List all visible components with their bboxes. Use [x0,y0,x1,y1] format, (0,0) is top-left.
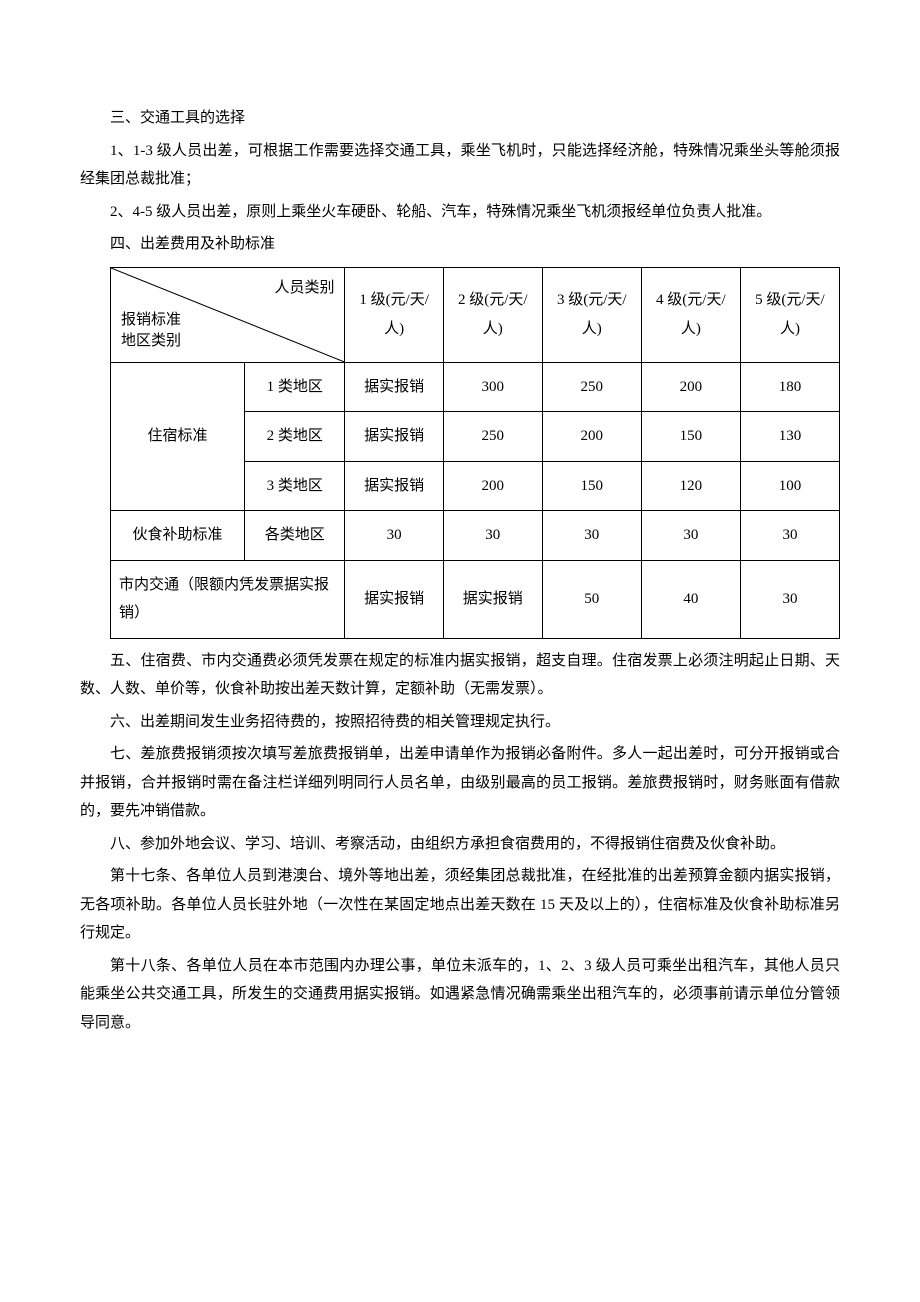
table-row: 市内交通（限额内凭发票据实报销） 据实报销 据实报销 50 40 30 [111,560,840,638]
level-header: 1 级(元/天/人) [345,267,443,362]
value-cell: 30 [641,511,740,561]
region-cell: 3 类地区 [245,461,345,511]
value-cell: 据实报销 [345,461,443,511]
value-cell: 30 [740,560,839,638]
value-cell: 100 [740,461,839,511]
article-17: 第十七条、各单位人员到港澳台、境外等地出差，须经集团总裁批准，在经批准的出差预算… [80,862,840,948]
table-row: 伙食补助标准 各类地区 30 30 30 30 30 [111,511,840,561]
section-3-heading: 三、交通工具的选择 [80,104,840,133]
value-cell: 300 [443,362,542,412]
transport-label: 市内交通（限额内凭发票据实报销） [111,560,345,638]
value-cell: 据实报销 [345,560,443,638]
value-cell: 150 [641,412,740,462]
value-cell: 据实报销 [345,412,443,462]
value-cell: 30 [740,511,839,561]
value-cell: 30 [443,511,542,561]
value-cell: 据实报销 [443,560,542,638]
table-row: 住宿标准 1 类地区 据实报销 300 250 200 180 [111,362,840,412]
section-6: 六、出差期间发生业务招待费的，按照招待费的相关管理规定执行。 [80,708,840,737]
value-cell: 250 [443,412,542,462]
value-cell: 40 [641,560,740,638]
value-cell: 250 [542,362,641,412]
section-3-para-2: 2、4-5 级人员出差，原则上乘坐火车硬卧、轮船、汽车，特殊情况乘坐飞机须报经单… [80,198,840,227]
level-header: 2 级(元/天/人) [443,267,542,362]
value-cell: 30 [542,511,641,561]
value-cell: 据实报销 [345,362,443,412]
section-7: 七、差旅费报销须按次填写差旅费报销单，出差申请单作为报销必备附件。多人一起出差时… [80,740,840,826]
section-4-heading: 四、出差费用及补助标准 [80,230,840,259]
diag-bottom-label: 地区类别 [121,327,181,356]
value-cell: 120 [641,461,740,511]
region-cell: 1 类地区 [245,362,345,412]
level-header: 3 级(元/天/人) [542,267,641,362]
section-3-para-1: 1、1-3 级人员出差，可根据工作需要选择交通工具，乘坐飞机时，只能选择经济舱，… [80,137,840,194]
region-cell: 各类地区 [245,511,345,561]
level-header: 4 级(元/天/人) [641,267,740,362]
region-cell: 2 类地区 [245,412,345,462]
meal-label: 伙食补助标准 [111,511,245,561]
diagonal-header-cell: 人员类别 报销标准 地区类别 [111,267,345,362]
value-cell: 180 [740,362,839,412]
value-cell: 50 [542,560,641,638]
article-18: 第十八条、各单位人员在本市范围内办理公事，单位未派车的，1、2、3 级人员可乘坐… [80,952,840,1038]
value-cell: 150 [542,461,641,511]
value-cell: 200 [443,461,542,511]
value-cell: 30 [345,511,443,561]
expense-standard-table: 人员类别 报销标准 地区类别 1 级(元/天/人) 2 级(元/天/人) 3 级… [110,267,840,639]
section-8: 八、参加外地会议、学习、培训、考察活动，由组织方承担食宿费用的，不得报销住宿费及… [80,830,840,859]
value-cell: 200 [641,362,740,412]
diag-top-label: 人员类别 [274,274,334,303]
table-header-row: 人员类别 报销标准 地区类别 1 级(元/天/人) 2 级(元/天/人) 3 级… [111,267,840,362]
value-cell: 200 [542,412,641,462]
section-5: 五、住宿费、市内交通费必须凭发票在规定的标准内据实报销，超支自理。住宿发票上必须… [80,647,840,704]
value-cell: 130 [740,412,839,462]
level-header: 5 级(元/天/人) [740,267,839,362]
lodging-label: 住宿标准 [111,362,245,511]
